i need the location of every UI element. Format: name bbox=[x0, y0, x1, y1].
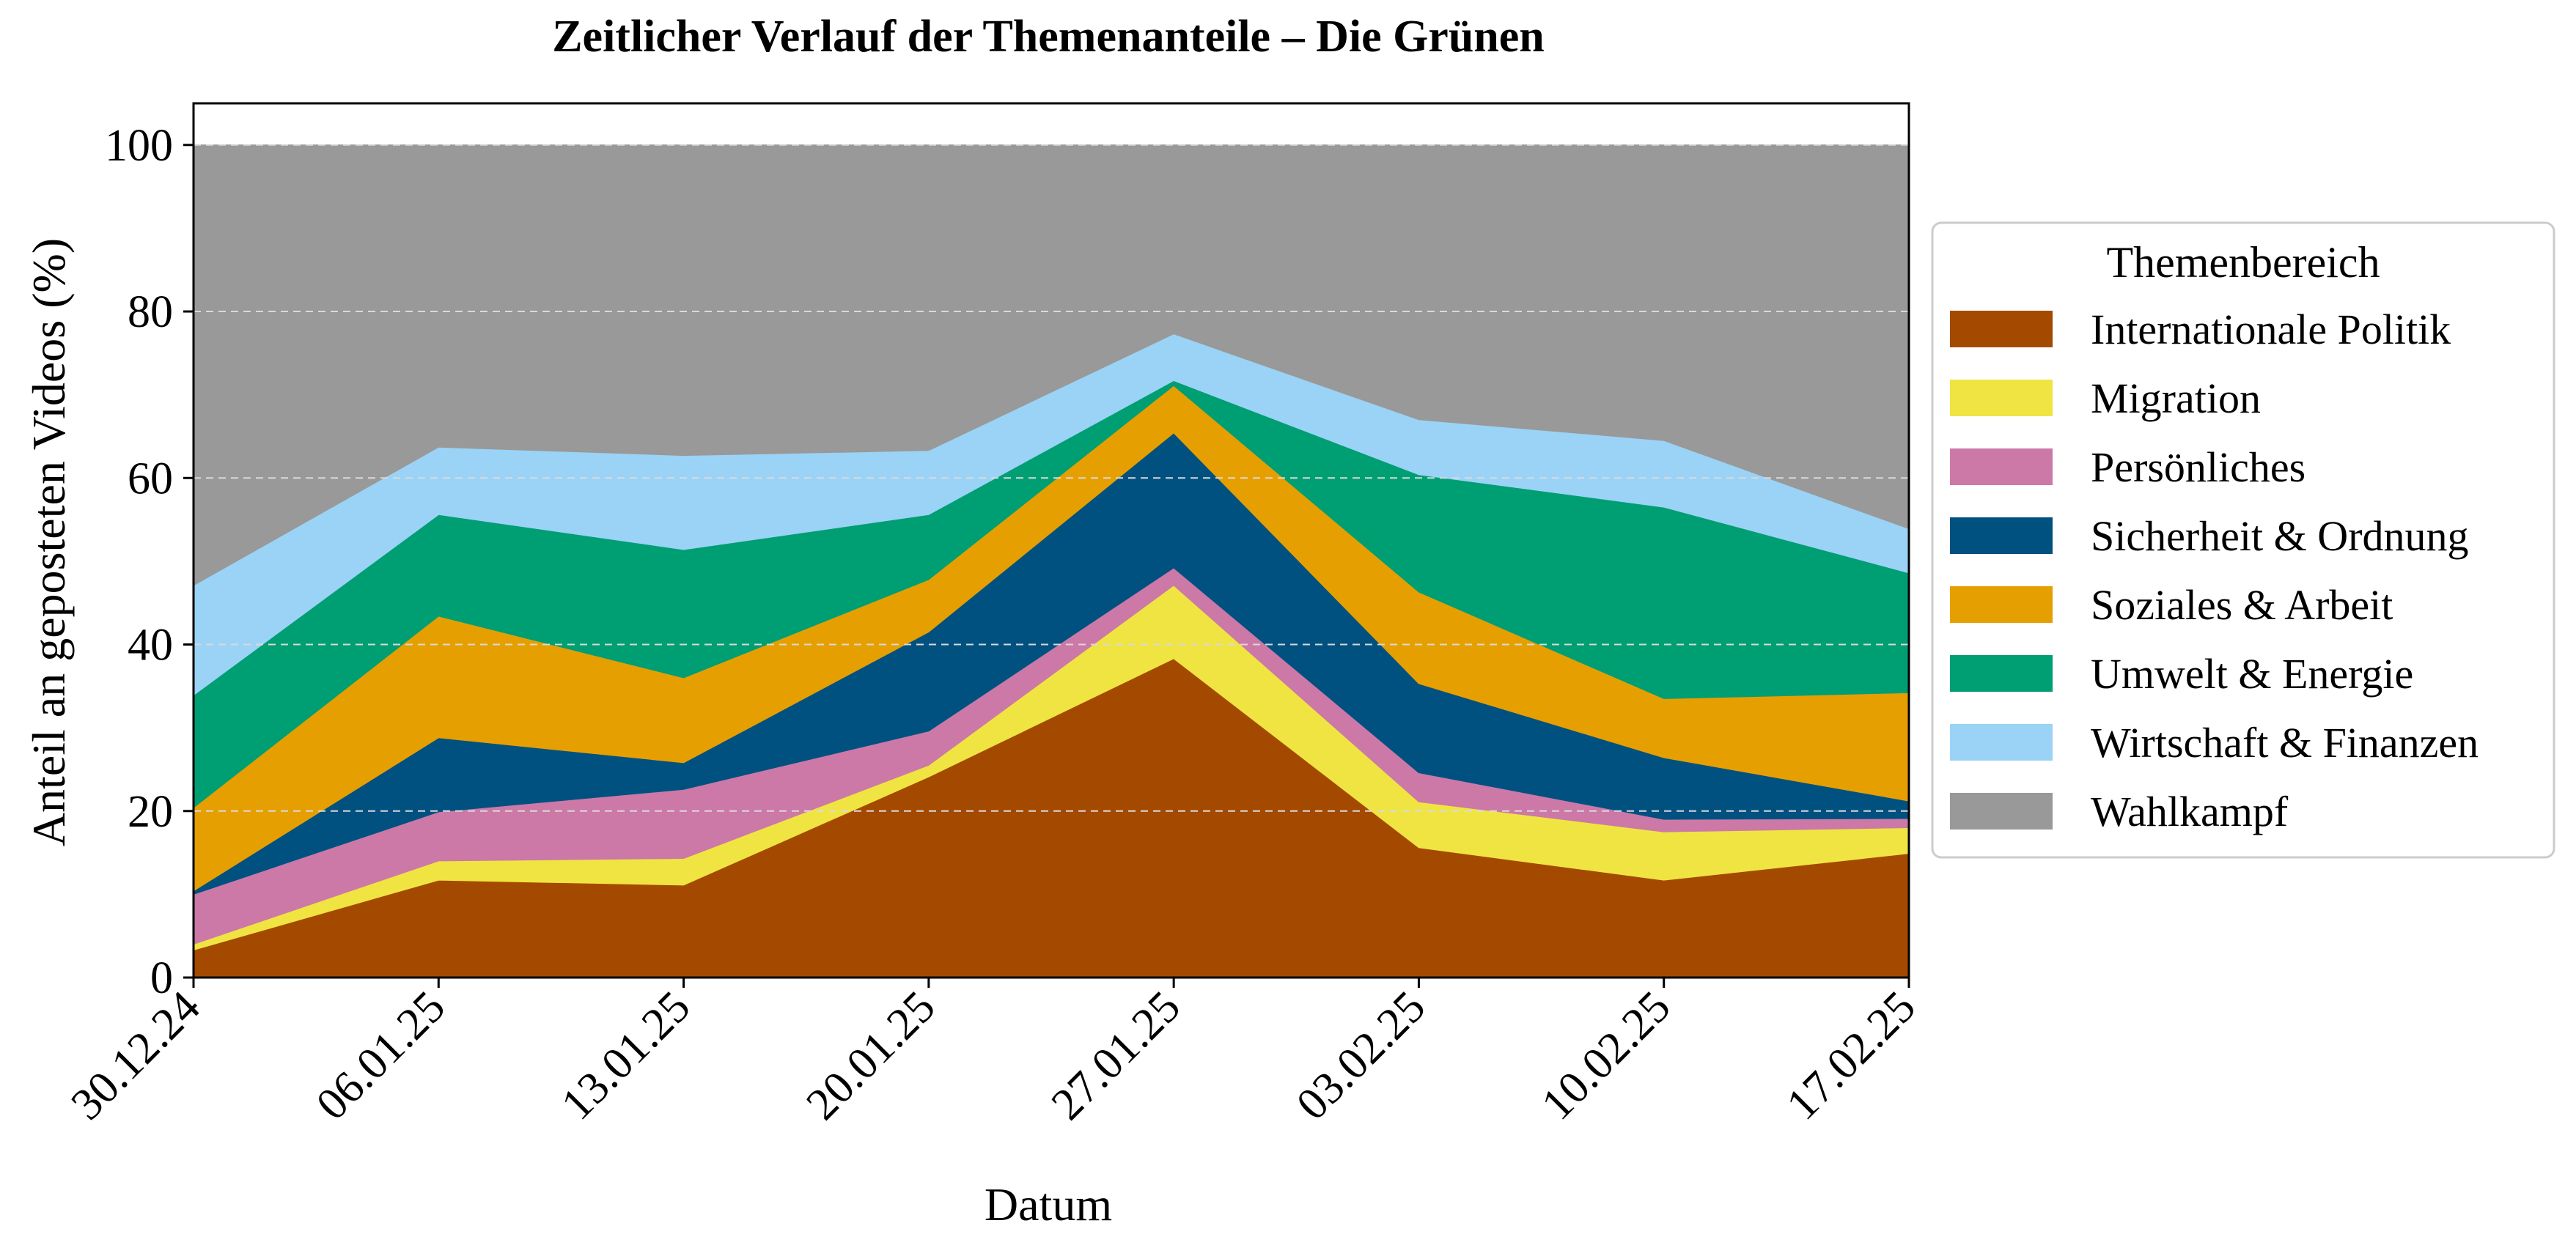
chart-title: Zeitlicher Verlauf der Themenanteile – D… bbox=[552, 12, 1545, 62]
legend-item-internationale-politik: Internationale Politik bbox=[1950, 306, 2451, 353]
legend-label: Migration bbox=[2091, 374, 2261, 422]
legend-swatch bbox=[1950, 655, 2053, 692]
y-tick-label: 60 bbox=[128, 454, 173, 503]
legend-label: Internationale Politik bbox=[2091, 306, 2451, 353]
legend-swatch bbox=[1950, 517, 2053, 554]
area-layers bbox=[193, 144, 1910, 978]
legend-items: Internationale Politik Migration Persönlic… bbox=[1950, 306, 2479, 835]
y-tick-label: 20 bbox=[128, 787, 173, 837]
legend-swatch bbox=[1950, 448, 2053, 485]
legend-label: Soziales & Arbeit bbox=[2091, 581, 2393, 629]
y-tick-label: 40 bbox=[128, 621, 173, 671]
legend-item-wahlkampf: Wahlkampf bbox=[1950, 788, 2289, 835]
legend-swatch bbox=[1950, 586, 2053, 623]
legend-swatch bbox=[1950, 380, 2053, 416]
y-axis-label: Anteil an geposteten Videos (%) bbox=[23, 238, 75, 846]
legend-item-umwelt-und-energie: Umwelt & Energie bbox=[1950, 650, 2413, 698]
y-tick-label: 0 bbox=[150, 953, 173, 1003]
legend-item-migration: Migration bbox=[1950, 374, 2261, 422]
legend-item-sicherheit-und-ordnung: Sicherheit & Ordnung bbox=[1950, 512, 2468, 560]
legend-swatch bbox=[1950, 793, 2053, 830]
legend-box bbox=[1931, 221, 2555, 859]
legend: Themenbereich Internationale Politik Migr… bbox=[1931, 221, 2555, 859]
y-tick-label: 100 bbox=[105, 121, 173, 171]
legend-item-wirtschaft-und-finanzen: Wirtschaft & Finanzen bbox=[1950, 719, 2479, 766]
legend-label: Wahlkampf bbox=[2091, 788, 2289, 835]
y-axis: 0 20 40 60 80 100 bbox=[105, 121, 194, 1003]
legend-swatch bbox=[1950, 724, 2053, 761]
legend-title: Themenbereich bbox=[2106, 238, 2380, 287]
legend-label: Persönliches bbox=[2091, 443, 2305, 491]
legend-label: Sicherheit & Ordnung bbox=[2091, 512, 2468, 560]
y-tick-label: 80 bbox=[128, 287, 173, 337]
plot-frame bbox=[192, 102, 1910, 979]
x-axis-label: Datum bbox=[985, 1178, 1112, 1230]
legend-item-persoenliches: Persönliches bbox=[1950, 443, 2305, 491]
legend-swatch bbox=[1950, 311, 2053, 347]
legend-label: Wirtschaft & Finanzen bbox=[2091, 719, 2479, 766]
legend-item-soziales-und-arbeit: Soziales & Arbeit bbox=[1950, 581, 2393, 629]
legend-label: Umwelt & Energie bbox=[2091, 650, 2413, 698]
